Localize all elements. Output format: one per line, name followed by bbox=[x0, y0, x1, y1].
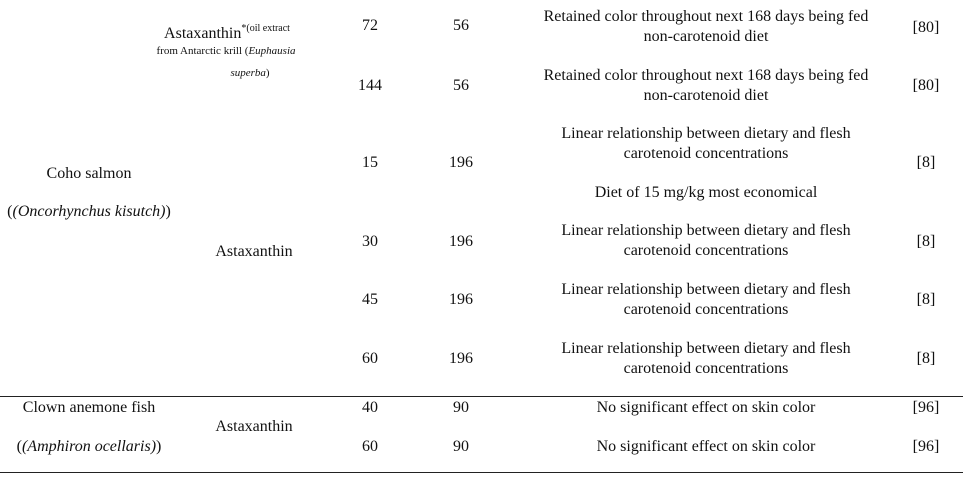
reference-cell: [80] bbox=[912, 19, 940, 36]
result-cell: Linear relationship between dietary and … bbox=[561, 340, 851, 357]
dose-cell: 30 bbox=[362, 233, 378, 250]
species-common-name: Clown anemone fish bbox=[22, 399, 156, 416]
species-scientific-name: ((Amphiron ocellaris)) bbox=[16, 438, 162, 455]
result-cell: carotenoid concentrations bbox=[623, 360, 789, 377]
result-cell: No significant effect on skin color bbox=[596, 399, 816, 416]
reference-cell: [80] bbox=[912, 77, 940, 94]
reference-cell: [8] bbox=[916, 350, 936, 367]
pigment-label: Astaxanthin bbox=[215, 243, 293, 260]
group-divider bbox=[0, 396, 963, 397]
reference-cell: [8] bbox=[916, 233, 936, 250]
result-cell: non-carotenoid diet bbox=[643, 28, 769, 45]
duration-cell: 90 bbox=[453, 399, 469, 416]
result-cell: Diet of 15 mg/kg most economical bbox=[594, 184, 818, 201]
result-cell: carotenoid concentrations bbox=[623, 145, 789, 162]
pigment-label: Astaxanthin bbox=[215, 418, 293, 435]
reference-cell: [8] bbox=[916, 154, 936, 171]
duration-cell: 196 bbox=[449, 233, 473, 250]
result-cell: Retained color throughout next 168 days … bbox=[543, 8, 869, 25]
result-cell: Linear relationship between dietary and … bbox=[561, 222, 851, 239]
result-cell: Retained color throughout next 168 days … bbox=[543, 67, 869, 84]
result-cell: Linear relationship between dietary and … bbox=[561, 125, 851, 142]
dose-cell: 45 bbox=[362, 291, 378, 308]
duration-cell: 196 bbox=[449, 154, 473, 171]
dose-cell: 144 bbox=[358, 77, 382, 94]
result-cell: carotenoid concentrations bbox=[623, 242, 789, 259]
duration-cell: 56 bbox=[453, 77, 469, 94]
result-cell: non-carotenoid diet bbox=[643, 87, 769, 104]
reference-cell: [96] bbox=[912, 438, 940, 455]
dose-cell: 60 bbox=[362, 438, 378, 455]
duration-cell: 90 bbox=[453, 438, 469, 455]
dose-cell: 60 bbox=[362, 350, 378, 367]
pigment-note: from Antarctic krill (Euphausia bbox=[156, 45, 296, 57]
duration-cell: 56 bbox=[453, 17, 469, 34]
result-cell: No significant effect on skin color bbox=[596, 438, 816, 455]
duration-cell: 196 bbox=[449, 350, 473, 367]
duration-cell: 196 bbox=[449, 291, 473, 308]
result-cell: Linear relationship between dietary and … bbox=[561, 281, 851, 298]
pigment-note: superba) bbox=[230, 67, 270, 79]
reference-cell: [8] bbox=[916, 291, 936, 308]
pigment-label: Astaxanthin*(oil extract bbox=[164, 23, 290, 43]
dose-cell: 40 bbox=[362, 399, 378, 416]
dose-cell: 72 bbox=[362, 17, 378, 34]
table-bottom-rule bbox=[0, 472, 963, 473]
dose-cell: 15 bbox=[362, 154, 378, 171]
result-cell: carotenoid concentrations bbox=[623, 301, 789, 318]
reference-cell: [96] bbox=[912, 399, 940, 416]
species-common-name: Coho salmon bbox=[46, 165, 132, 182]
species-scientific-name: ((Oncorhynchus kisutch)) bbox=[7, 203, 171, 220]
